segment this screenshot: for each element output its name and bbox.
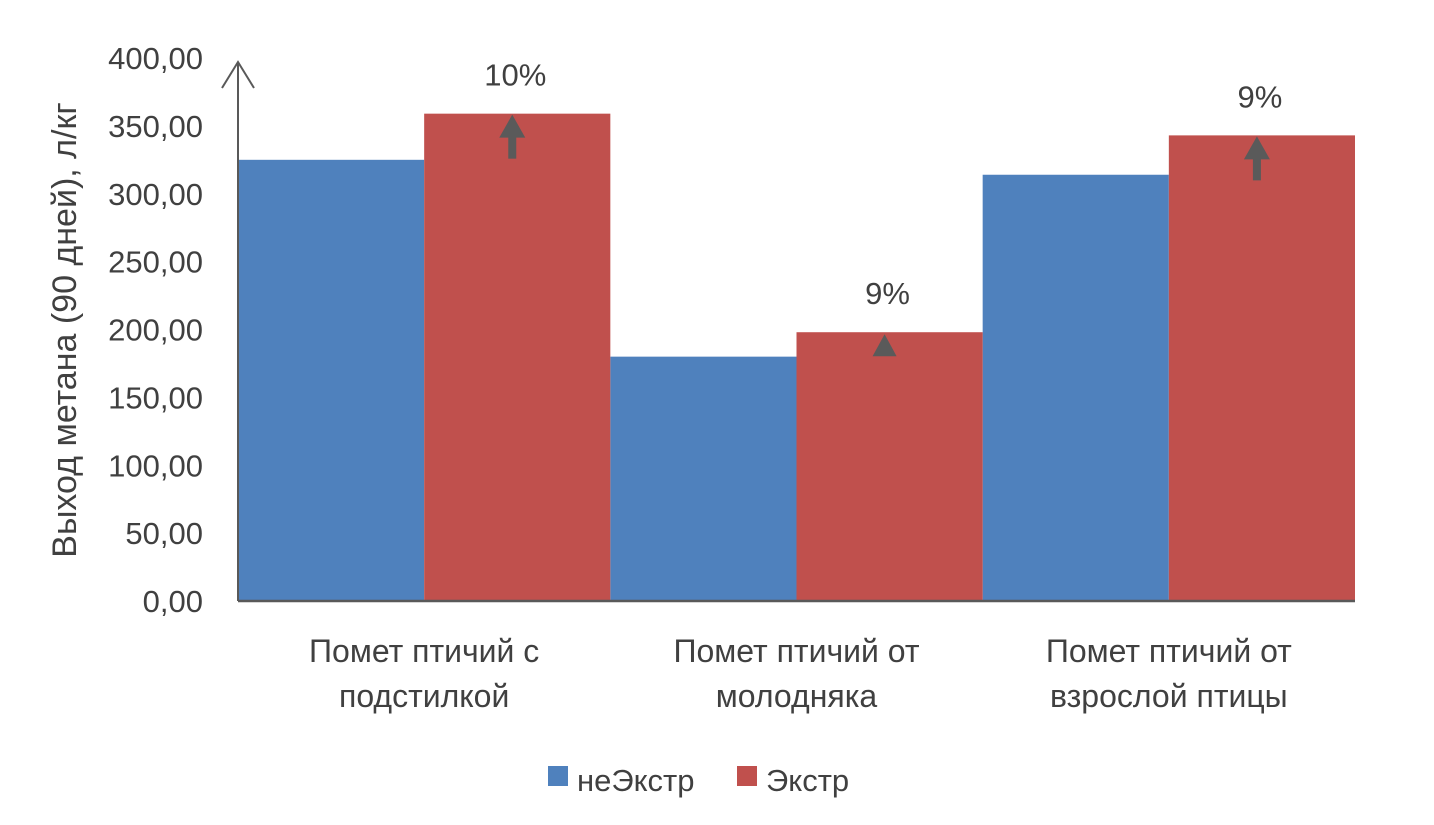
bar-ekstr: [1168, 135, 1355, 601]
y-tick-label: 400,00: [108, 41, 203, 76]
percent-increase-label: 10%: [484, 58, 546, 93]
increase-arrow-shaft: [508, 136, 517, 159]
legend-label: неЭкстр: [577, 763, 695, 798]
y-tick-label: 150,00: [108, 380, 203, 415]
x-category-label: Помет птичий от: [674, 633, 920, 669]
y-tick-label: 100,00: [108, 448, 203, 483]
increase-arrow-icon: [499, 114, 526, 138]
x-category-label: подстилкой: [339, 678, 509, 714]
bar-neekstr: [238, 159, 425, 601]
percent-increase-label: 9%: [865, 276, 910, 311]
y-tick-label: 250,00: [108, 245, 203, 280]
y-axis-title: Выход метана (90 дней), л/кг: [46, 102, 84, 557]
y-tick-label: 350,00: [108, 109, 203, 144]
increase-arrow-icon: [1243, 136, 1270, 160]
x-category-label: Помет птичий с: [309, 633, 539, 669]
y-tick-label: 200,00: [108, 313, 203, 348]
bar-neekstr: [982, 174, 1169, 601]
bar-ekstr: [424, 113, 611, 601]
legend-label: Экстр: [766, 763, 849, 798]
legend-swatch: [548, 766, 568, 786]
y-tick-label: 0,00: [143, 584, 203, 619]
legend-swatch: [737, 766, 757, 786]
increase-arrow-shaft: [1252, 158, 1261, 181]
x-category-label: Помет птичий от: [1046, 633, 1292, 669]
percent-increase-label: 9%: [1238, 79, 1283, 114]
bar-ekstr: [796, 332, 983, 601]
bar-neekstr: [610, 356, 797, 601]
y-tick-label: 300,00: [108, 177, 203, 212]
y-tick-label: 50,00: [125, 516, 203, 551]
x-category-label: молодняка: [716, 678, 878, 714]
plot-area: 0,00 50,00 100,00 150,00 200,00 250,00 300,00 3…: [46, 41, 1355, 798]
x-category-label: взрослой птицы: [1050, 678, 1288, 714]
increase-triangle-icon: [872, 334, 897, 357]
y-axis-arrowhead: [221, 60, 255, 89]
